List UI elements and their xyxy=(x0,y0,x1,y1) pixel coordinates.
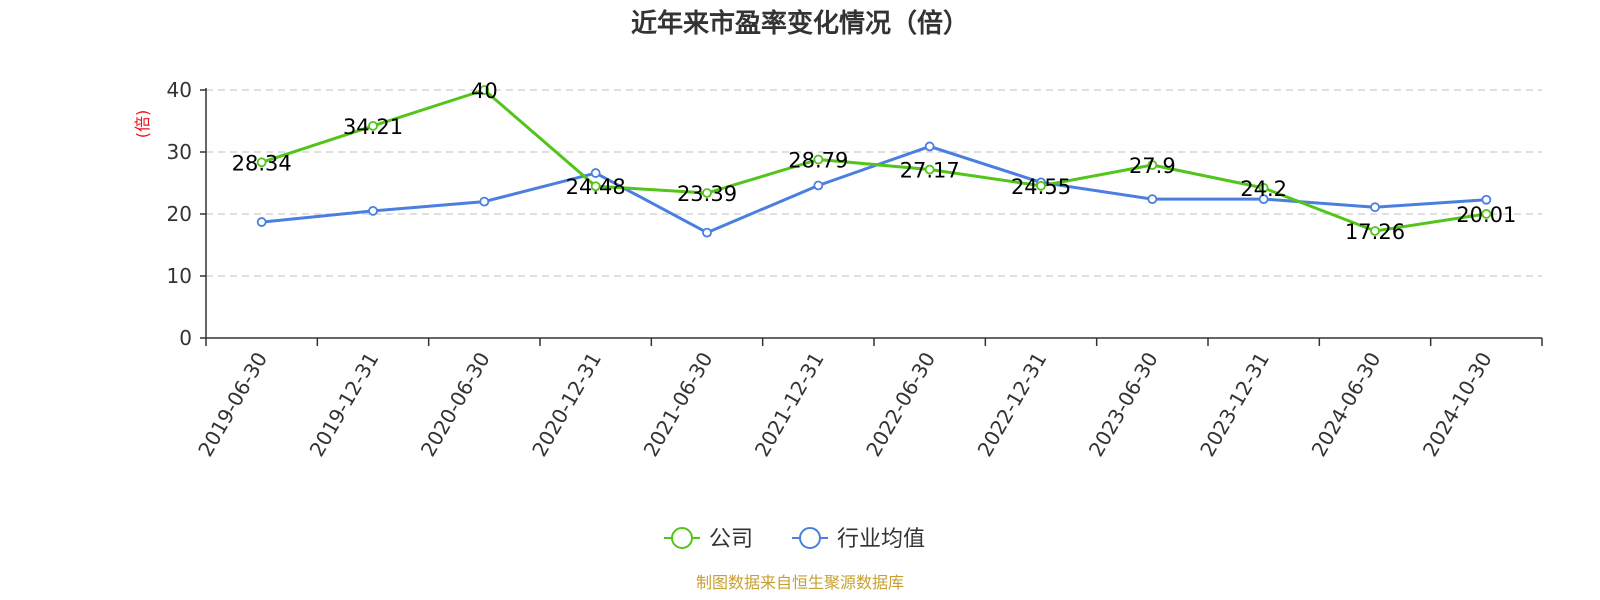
data-label: 34.21 xyxy=(343,115,403,139)
series-point-1 xyxy=(590,168,601,178)
series-points xyxy=(256,85,1492,238)
series-line-1 xyxy=(261,144,1487,235)
x-tick-label: 2023-06-30 xyxy=(1084,348,1163,461)
series-point-1 xyxy=(702,227,712,238)
x-tick-label: 2020-06-30 xyxy=(416,348,495,461)
x-tick-label: 2020-12-31 xyxy=(527,348,606,461)
series-point-1 xyxy=(368,205,378,216)
series-point-1 xyxy=(256,217,267,227)
x-tick-label: 2021-12-31 xyxy=(750,348,829,461)
data-label: 24.2 xyxy=(1240,177,1287,201)
series-point-0 xyxy=(590,181,601,192)
series-line-0 xyxy=(261,88,1487,233)
series-point-0 xyxy=(1370,226,1380,236)
series-point-0 xyxy=(1258,183,1269,193)
axes xyxy=(200,88,1543,346)
y-tick-label: 0 xyxy=(179,326,192,350)
grid-lines xyxy=(206,89,1542,277)
data-labels: 28.34 34.21 40 24.48 23.39 28.79 27.17 24.55 27.… xyxy=(232,79,1517,244)
series-point-1 xyxy=(813,180,824,191)
x-tick-label: 2024-06-30 xyxy=(1306,348,1385,461)
y-tick-label: 10 xyxy=(167,264,192,288)
legend-marker xyxy=(799,527,821,549)
source-note: 制图数据来自恒生聚源数据库 xyxy=(696,573,904,592)
series-point-1 xyxy=(1481,194,1492,205)
x-tick-labels: 2019-06-30 2019-12-31 2020-06-30 2020-12-31… xyxy=(193,348,1497,461)
legend-label: 公司 xyxy=(709,527,753,552)
series-point-1 xyxy=(1258,194,1269,205)
series-lines xyxy=(261,88,1487,235)
series-point-0 xyxy=(813,154,824,165)
legend-label: 行业均值 xyxy=(837,527,925,552)
data-label: 28.34 xyxy=(232,151,292,175)
data-label: 24.55 xyxy=(1011,175,1071,199)
data-label: 24.48 xyxy=(566,175,626,199)
x-tick-label: 2019-06-30 xyxy=(193,348,272,461)
data-label: 28.79 xyxy=(788,149,848,173)
data-label: 27.17 xyxy=(900,159,960,183)
y-tick-label: 40 xyxy=(167,78,192,102)
legend-marker xyxy=(671,527,693,549)
series-point-1 xyxy=(1147,194,1158,205)
data-label: 23.39 xyxy=(677,182,737,206)
x-tick-label: 2019-12-31 xyxy=(304,348,383,461)
series-point-0 xyxy=(1036,180,1046,191)
y-tick-labels: 0 10 20 30 40 xyxy=(167,78,192,350)
legend: 公司 行业均值 xyxy=(664,527,925,552)
series-point-0 xyxy=(368,120,378,131)
x-tick-label: 2022-06-30 xyxy=(861,348,940,461)
series-point-0 xyxy=(256,157,267,168)
series-point-0 xyxy=(924,164,935,175)
x-tick-label: 2022-12-31 xyxy=(972,348,1051,461)
chart-title: 近年来市盈率变化情况（倍） xyxy=(631,8,969,39)
series-point-0 xyxy=(1147,160,1158,170)
y-axis-label: (倍) xyxy=(133,110,152,139)
series-point-0 xyxy=(1481,209,1492,219)
x-tick-label: 2024-10-30 xyxy=(1418,348,1497,461)
data-label: 20.01 xyxy=(1456,203,1516,227)
y-tick-label: 30 xyxy=(167,140,192,164)
x-tick-label: 2023-12-31 xyxy=(1195,348,1274,461)
series-point-0 xyxy=(702,188,712,198)
data-label: 17.26 xyxy=(1345,220,1405,244)
x-tick-label: 2021-06-30 xyxy=(638,348,717,461)
series-point-1 xyxy=(479,196,490,207)
series-point-1 xyxy=(1370,202,1380,213)
series-point-0 xyxy=(479,85,490,95)
series-point-1 xyxy=(924,141,935,152)
data-label: 27.9 xyxy=(1129,154,1176,178)
data-label: 40 xyxy=(471,79,498,103)
y-tick-label: 20 xyxy=(167,202,192,226)
